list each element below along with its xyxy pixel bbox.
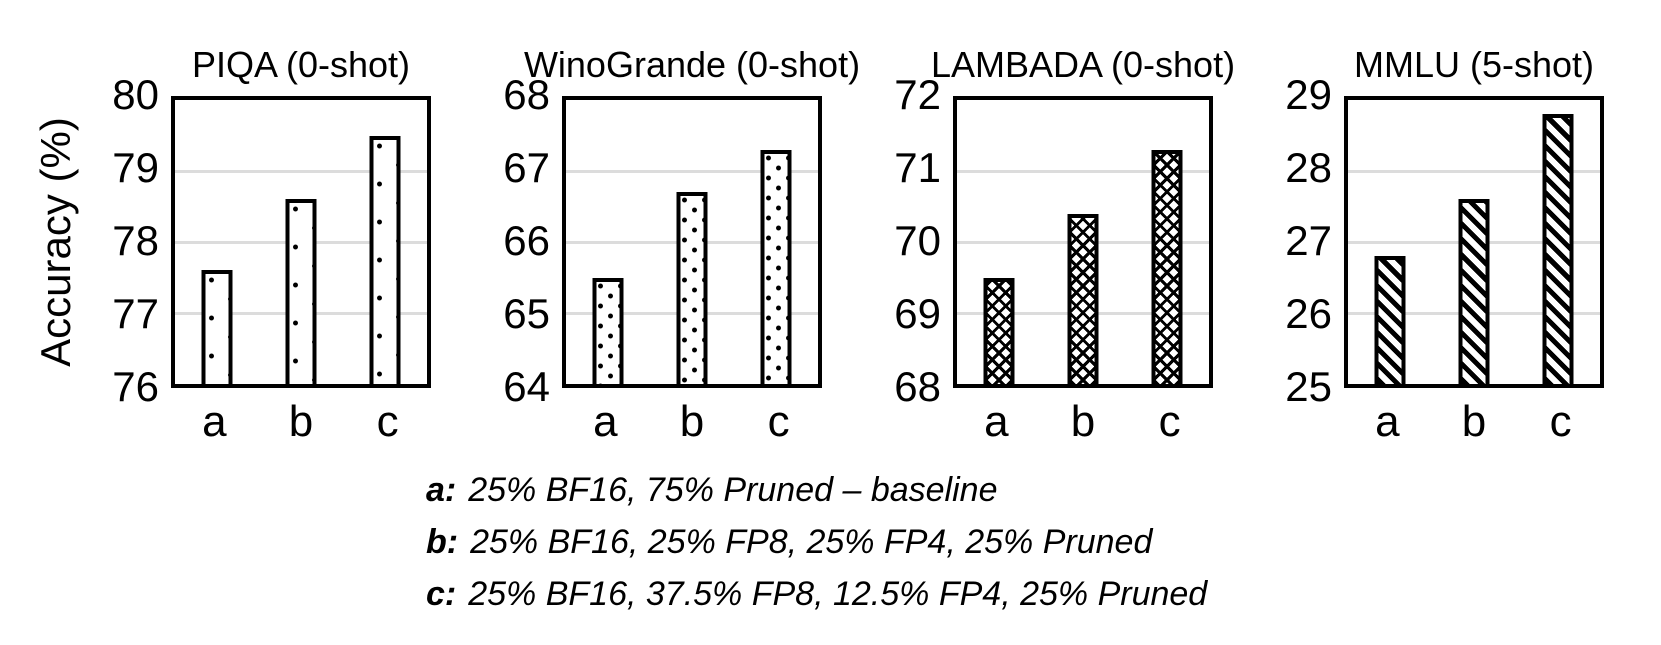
x-tick-label-c: c [767,397,790,446]
x-tick-label-a: a [593,397,618,446]
legend-line-a: a: 25% BF16, 75% Pruned – baseline [426,464,1661,516]
plot-area [562,96,822,388]
y-tick-label: 64 [503,363,550,411]
y-axis-ticks: 68 69 70 71 72 [878,74,953,408]
plot-area [1344,96,1604,388]
y-tick-label: 79 [112,144,159,192]
y-tick-label: 70 [894,217,941,265]
y-axis-ticks: 25 26 27 28 29 [1269,74,1344,408]
chart-title: MMLU (5-shot) [1353,44,1595,85]
bar-c [760,149,792,384]
x-tick-label-b: b [288,397,314,446]
charts-row: Accuracy (%) PIQA (0-shot) 76 77 78 79 80 a b c W… [16,6,1661,450]
y-tick-label: 80 [112,71,159,119]
y-tick-label: 76 [112,363,159,411]
legend-key: c: [426,575,457,613]
bar-a [201,270,233,384]
y-tick-label: 71 [894,144,941,192]
chart-mmlu-5-shot: MMLU (5-shot) 25 26 27 28 29 a b c [1269,6,1604,450]
y-tick-label: 25 [1285,363,1332,411]
chart-piqa-0-shot: PIQA (0-shot) 76 77 78 79 80 a b c [96,6,431,450]
x-tick-label-c: c [1549,397,1572,446]
y-tick-label: 67 [503,144,550,192]
y-tick-label: 77 [112,290,159,338]
y-tick-label: 29 [1285,71,1332,119]
y-axis-title: Accuracy (%) [32,117,79,367]
legend-text: 25% BF16, 25% FP8, 25% FP4, 25% Pruned [470,523,1153,561]
gridline [1348,169,1600,173]
legend-line-c: c: 25% BF16, 37.5% FP8, 12.5% FP4, 25% Pr… [426,568,1661,620]
legend-text: 25% BF16, 75% Pruned – baseline [468,471,998,509]
y-tick-label: 69 [894,290,941,338]
x-tick-label-b: b [1070,397,1096,446]
x-tick-label-c: c [376,397,399,446]
y-tick-label: 65 [503,290,550,338]
bar-b [676,192,708,384]
chart-title: PIQA (0-shot) [191,44,411,85]
bar-c [369,135,401,384]
legend-line-b: b: 25% BF16, 25% FP8, 25% FP4, 25% Pruned [426,516,1661,568]
chart-title: LAMBADA (0-shot) [930,44,1236,85]
x-tick-label-a: a [202,397,227,446]
y-axis-ticks: 76 77 78 79 80 [96,74,171,408]
bar-b [1067,213,1099,384]
x-tick-label-b: b [679,397,705,446]
chart-title: WinoGrande (0-shot) [523,44,861,85]
y-tick-label: 68 [503,71,550,119]
x-axis-labels: a b c [1344,388,1604,450]
x-tick-label-a: a [984,397,1009,446]
x-axis-labels: a b c [953,388,1213,450]
x-tick-label-a: a [1375,397,1400,446]
x-tick-label-b: b [1461,397,1487,446]
x-tick-label-c: c [1158,397,1181,446]
bar-a [1374,256,1406,384]
plot-area [171,96,431,388]
bar-c [1151,149,1183,384]
y-tick-label: 27 [1285,217,1332,265]
y-tick-label: 78 [112,217,159,265]
legend-text: 25% BF16, 37.5% FP8, 12.5% FP4, 25% Prun… [468,575,1208,613]
benchmark-accuracy-figure: Accuracy (%) PIQA (0-shot) 76 77 78 79 80 a b c W… [16,6,1661,620]
legend-key: a: [426,471,457,509]
gridline [175,169,427,173]
y-tick-label: 66 [503,217,550,265]
legend: a: 25% BF16, 75% Pruned – baseline b: 25% B… [426,464,1661,620]
x-axis-labels: a b c [562,388,822,450]
bar-b [1458,199,1490,384]
plot-area [953,96,1213,388]
y-tick-label: 28 [1285,144,1332,192]
bar-c [1542,114,1574,384]
bar-b [285,199,317,384]
gridline [957,169,1209,173]
bar-a [983,277,1015,384]
chart-winogrande-0-shot: WinoGrande (0-shot) 64 65 66 67 68 a b c [487,6,860,450]
bar-a [592,277,624,384]
gridline [566,169,818,173]
chart-lambada-0-shot: LAMBADA (0-shot) 68 69 70 71 72 a b c [878,6,1235,450]
y-tick-label: 26 [1285,290,1332,338]
y-tick-label: 68 [894,363,941,411]
y-axis-ticks: 64 65 66 67 68 [487,74,562,408]
legend-key: b: [426,523,459,561]
y-tick-label: 72 [894,71,941,119]
y-axis-title-column: Accuracy (%) [16,6,96,406]
x-axis-labels: a b c [171,388,431,450]
